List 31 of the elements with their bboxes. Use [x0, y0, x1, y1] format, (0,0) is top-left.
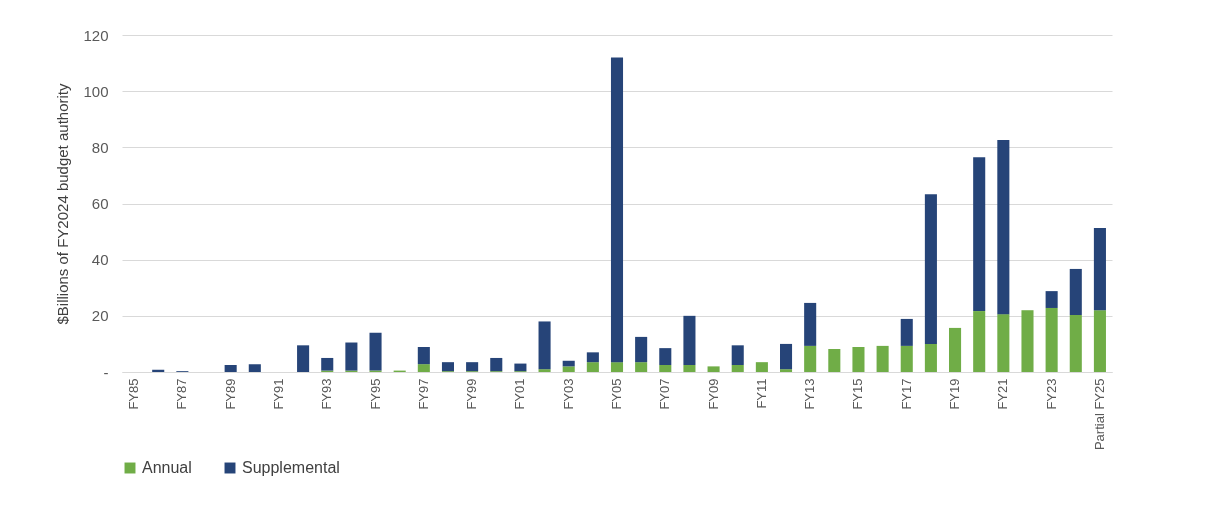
x-tick-label: FY21	[995, 378, 1011, 410]
x-tick-label: FY99	[464, 378, 480, 410]
x-tick-label: FY85	[126, 378, 142, 410]
y-tick-label: -	[103, 363, 109, 381]
y-tick-label: 80	[91, 138, 109, 156]
y-tick-label: 20	[91, 307, 109, 325]
x-tick-label: FY23	[1043, 378, 1059, 410]
y-tick-label: 100	[83, 82, 109, 100]
x-tick-label: FY95	[367, 378, 383, 410]
x-tick-label: FY13	[802, 378, 818, 410]
x-tick-label: FY15	[850, 378, 866, 410]
x-tick-label: Partial FY25	[1091, 378, 1107, 451]
x-tick-label: FY93	[319, 378, 335, 410]
x-tick-label: FY01	[512, 378, 528, 410]
x-tick-label: FY11	[753, 378, 769, 409]
y-tick-label: 40	[91, 251, 109, 269]
y-tick-label: 120	[83, 26, 109, 44]
x-tick-label: FY91	[270, 378, 286, 410]
x-tick-label: FY05	[609, 378, 624, 410]
x-tick-label: FY87	[174, 378, 190, 410]
x-tick-label: FY03	[560, 378, 576, 410]
legend-label: Annual	[142, 459, 192, 476]
x-tick-label: FY97	[415, 378, 431, 410]
x-tick-label: FY89	[222, 378, 238, 410]
x-tick-label: FY07	[657, 378, 673, 410]
x-tick-label: FY17	[898, 378, 914, 410]
x-tick-label: FY09	[705, 378, 721, 410]
legend-label: Supplemental	[242, 459, 340, 476]
y-tick-label: 60	[91, 195, 109, 212]
x-tick-label: FY19	[947, 378, 963, 410]
y-axis-title: $Billions of FY2024 budget authority	[54, 83, 72, 325]
